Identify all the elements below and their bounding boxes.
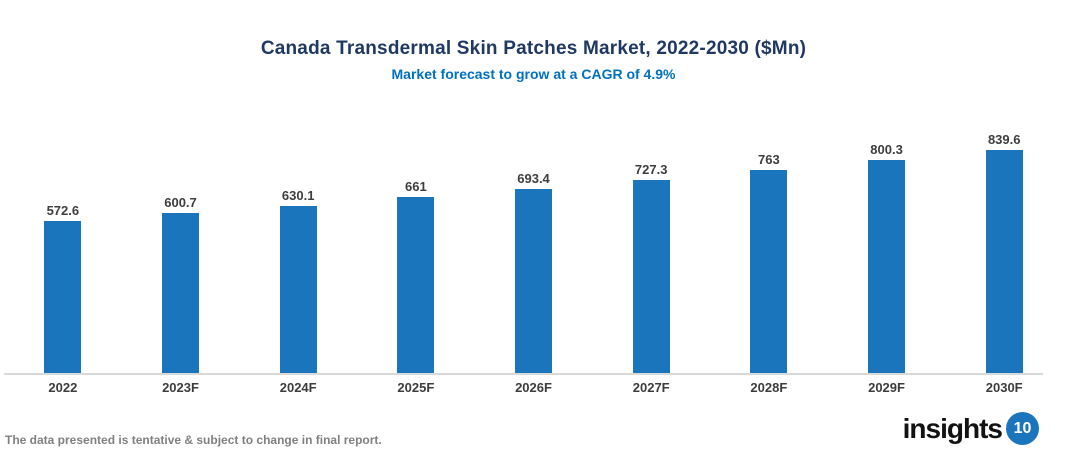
bar-value-label: 630.1 <box>281 188 315 203</box>
x-axis-tick-label: 2022 <box>48 380 78 395</box>
bar <box>750 170 788 373</box>
x-axis-labels: 2022 2023F 2024F 2025F 2026F 2027F 2028F 2029F 2… <box>4 380 1063 395</box>
bar <box>985 150 1023 373</box>
x-axis-tick-label: 2030F <box>985 380 1023 395</box>
bar-value-label: 600.7 <box>164 195 197 210</box>
bar-slot: 693.4 <box>475 171 593 373</box>
plot-area: 572.6 600.7 630.1 661 693.4 727.3 763 800.3 839.… <box>4 123 1063 395</box>
bar-slot: 763 <box>710 152 828 373</box>
bar-slot: 600.7 <box>122 195 240 373</box>
insights10-logo: insights 10 <box>903 412 1039 445</box>
bar <box>632 180 670 373</box>
bar-value-label: 572.6 <box>46 203 80 218</box>
bar-slot: 800.3 <box>828 142 946 373</box>
x-axis-tick-label: 2026F <box>515 380 552 395</box>
bar-value-label: 727.3 <box>634 162 668 177</box>
bar <box>162 213 199 373</box>
x-axis-line <box>4 373 1043 375</box>
chart-subtitle: Market forecast to grow at a CAGR of 4.9… <box>391 66 676 82</box>
bar <box>397 197 435 373</box>
x-axis-tick-label: 2027F <box>632 380 670 395</box>
bar-value-label: 839.6 <box>987 132 1021 147</box>
bar <box>279 206 317 373</box>
footer-note: The data presented is tentative & subjec… <box>5 433 382 447</box>
bar <box>44 221 82 373</box>
bar <box>515 189 553 373</box>
bar-slot: 630.1 <box>239 188 357 373</box>
bar-value-label: 763 <box>758 152 780 167</box>
x-axis-tick-label: 2024F <box>279 380 317 395</box>
bar-slot: 661 <box>357 179 475 373</box>
logo-text: insights <box>902 412 1003 444</box>
bar-value-label: 661 <box>405 179 427 194</box>
bar-slot: 839.6 <box>945 132 1063 373</box>
bars-row: 572.6 600.7 630.1 661 693.4 727.3 763 800.3 839.… <box>4 123 1063 373</box>
x-axis-tick-label: 2028F <box>750 380 788 395</box>
bar-slot: 572.6 <box>4 203 122 373</box>
x-axis-tick-label: 2025F <box>397 380 435 395</box>
x-axis-tick-label: 2023F <box>162 380 199 395</box>
bar <box>868 160 906 373</box>
bar-slot: 727.3 <box>592 162 710 373</box>
x-axis-tick-label: 2029F <box>868 380 905 395</box>
bar-value-label: 693.4 <box>517 171 550 186</box>
logo-badge: 10 <box>1006 412 1039 445</box>
chart-title: Canada Transdermal Skin Patches Market, … <box>260 38 807 59</box>
bar-value-label: 800.3 <box>870 142 903 157</box>
